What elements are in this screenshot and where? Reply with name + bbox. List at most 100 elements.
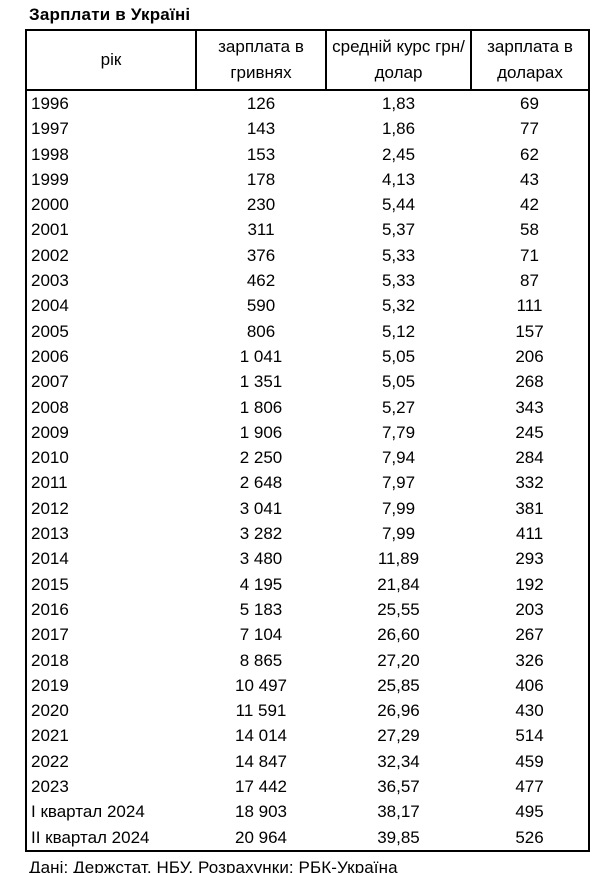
- cell-salary-usd: 71: [520, 245, 539, 265]
- table-row: 2014 3 480 11,89 293: [26, 546, 589, 571]
- cell-salary-usd: 62: [520, 144, 539, 164]
- cell-exchange-rate: 32,34: [377, 751, 420, 771]
- cell-year: I квартал 2024: [31, 802, 145, 822]
- cell-salary-uah: 153: [246, 144, 276, 164]
- table-row: II квартал 2024 20 964 39,85 526: [26, 825, 589, 851]
- table-body: 1996 126 1,83 69 1997 143 1,86 77 1998 153 2,45 62 1…: [26, 90, 589, 851]
- cell-salary-uah: 18 903: [235, 802, 287, 822]
- table-row: 2021 14 014 27,29 514: [26, 723, 589, 748]
- cell-salary-usd: 58: [520, 220, 539, 240]
- cell-salary-uah: 462: [246, 271, 276, 291]
- table-row: 1999 178 4,13 43: [26, 167, 589, 192]
- cell-exchange-rate: 36,57: [377, 777, 420, 797]
- col-header-exchange-rate: средній курс грн/долар: [325, 29, 472, 91]
- table-row: 2008 1 806 5,27 343: [26, 395, 589, 420]
- cell-year: 2022: [31, 751, 69, 771]
- table-row: 2022 14 847 32,34 459: [26, 749, 589, 774]
- cell-salary-usd: 192: [515, 574, 544, 594]
- cell-year: 2023: [31, 777, 69, 797]
- table-row: 2010 2 250 7,94 284: [26, 445, 589, 470]
- cell-salary-usd: 332: [515, 473, 544, 493]
- table-row: 2011 2 648 7,97 332: [26, 470, 589, 495]
- cell-year: 2015: [31, 574, 69, 594]
- cell-year: 2010: [31, 448, 69, 468]
- cell-exchange-rate: 7,99: [381, 524, 416, 544]
- cell-salary-uah: 311: [247, 220, 275, 240]
- table-row: 2020 11 591 26,96 430: [26, 698, 589, 723]
- cell-salary-uah: 806: [246, 321, 276, 341]
- cell-exchange-rate: 27,29: [377, 726, 420, 746]
- table-row: 2007 1 351 5,05 268: [26, 369, 589, 394]
- table-row: 2004 590 5,32 111: [26, 293, 589, 318]
- cell-year: 2019: [31, 675, 69, 695]
- cell-year: 2020: [31, 701, 69, 721]
- cell-salary-uah: 2 648: [239, 473, 283, 493]
- cell-year: 2001: [31, 220, 69, 240]
- cell-exchange-rate: 1,83: [381, 94, 416, 113]
- cell-exchange-rate: 4,13: [381, 169, 416, 189]
- cell-exchange-rate: 1,86: [381, 119, 416, 139]
- table-row: I квартал 2024 18 903 38,17 495: [26, 799, 589, 824]
- cell-exchange-rate: 5,33: [381, 245, 416, 265]
- cell-year: 1998: [31, 144, 69, 164]
- cell-exchange-rate: 21,84: [377, 574, 420, 594]
- col-header-year: рік: [25, 29, 197, 91]
- cell-salary-usd: 411: [515, 524, 544, 544]
- table-row: 2002 376 5,33 71: [26, 243, 589, 268]
- cell-salary-usd: 206: [515, 346, 544, 366]
- cell-salary-usd: 111: [516, 296, 543, 316]
- table-row: 2015 4 195 21,84 192: [26, 572, 589, 597]
- cell-salary-uah: 5 183: [239, 599, 283, 619]
- cell-salary-usd: 69: [520, 94, 539, 113]
- cell-exchange-rate: 2,45: [381, 144, 416, 164]
- cell-exchange-rate: 5,44: [381, 195, 416, 215]
- cell-year: 2021: [31, 726, 69, 746]
- cell-year: 2005: [31, 321, 69, 341]
- cell-salary-uah: 376: [246, 245, 276, 265]
- cell-exchange-rate: 5,37: [381, 220, 416, 240]
- cell-salary-uah: 4 195: [239, 574, 283, 594]
- table-row: 2006 1 041 5,05 206: [26, 344, 589, 369]
- table-row: 2013 3 282 7,99 411: [26, 521, 589, 546]
- cell-year: 2012: [31, 498, 69, 518]
- cell-salary-uah: 3 282: [239, 524, 283, 544]
- cell-exchange-rate: 5,05: [381, 372, 416, 392]
- cell-salary-usd: 459: [515, 751, 544, 771]
- cell-salary-uah: 1 351: [239, 372, 283, 392]
- cell-exchange-rate: 27,20: [377, 650, 420, 670]
- cell-exchange-rate: 7,99: [381, 498, 416, 518]
- cell-exchange-rate: 26,96: [377, 701, 420, 721]
- cell-year: 2004: [31, 296, 69, 316]
- cell-year: 2002: [31, 245, 69, 265]
- cell-salary-usd: 157: [515, 321, 544, 341]
- table-row: 1996 126 1,83 69: [26, 90, 589, 116]
- table-row: 2000 230 5,44 42: [26, 192, 589, 217]
- cell-year: 2011: [31, 473, 68, 493]
- cell-year: 2016: [31, 599, 69, 619]
- table-row: 2009 1 906 7,79 245: [26, 420, 589, 445]
- cell-year: 2008: [31, 397, 69, 417]
- cell-exchange-rate: 7,79: [381, 422, 416, 442]
- cell-exchange-rate: 5,05: [381, 346, 416, 366]
- header-row: рік зарплата в гривнях средній курс грн/…: [25, 29, 590, 91]
- cell-salary-uah: 8 865: [239, 650, 283, 670]
- cell-salary-usd: 343: [515, 397, 544, 417]
- col-header-salary-usd: зарплата в доларах: [470, 29, 590, 91]
- col-header-salary-uah: зарплата в гривнях: [195, 29, 327, 91]
- cell-exchange-rate: 39,85: [377, 827, 420, 847]
- cell-salary-usd: 326: [515, 650, 544, 670]
- cell-salary-usd: 43: [520, 169, 539, 189]
- cell-salary-usd: 430: [515, 701, 544, 721]
- cell-salary-uah: 20 964: [235, 827, 287, 847]
- cell-exchange-rate: 5,27: [381, 397, 416, 417]
- cell-salary-usd: 495: [515, 802, 544, 822]
- table-row: 2003 462 5,33 87: [26, 268, 589, 293]
- cell-year: 2018: [31, 650, 69, 670]
- cell-salary-uah: 143: [246, 119, 276, 139]
- cell-year: 1999: [31, 169, 69, 189]
- cell-year: 2003: [31, 271, 69, 291]
- table-row: 1997 143 1,86 77: [26, 116, 589, 141]
- cell-salary-usd: 203: [515, 599, 544, 619]
- table-row: 2012 3 041 7,99 381: [26, 496, 589, 521]
- cell-salary-usd: 284: [515, 448, 544, 468]
